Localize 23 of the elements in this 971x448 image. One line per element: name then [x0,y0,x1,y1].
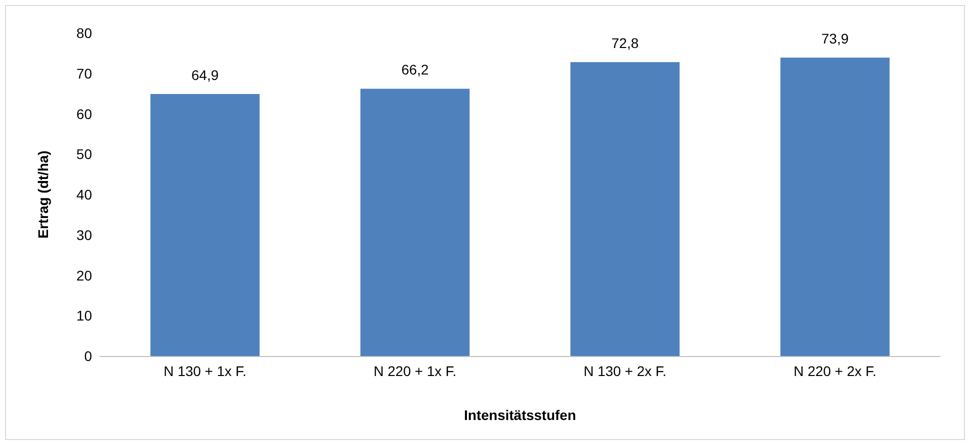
x-tick-label: N 220 + 1x F. [374,363,456,379]
data-label: 72,8 [611,35,639,52]
y-tick-label: 30 [76,226,92,243]
y-tick-label: 60 [76,106,92,122]
y-tick-label: 10 [76,308,92,324]
y-tick-label: 0 [84,348,92,364]
x-axis-title: Intensitätsstufen [464,407,576,423]
bar [360,88,470,356]
data-label: 73,9 [821,30,849,47]
y-tick-label: 70 [76,65,92,82]
x-tick-label: N 130 + 2x F. [584,363,666,379]
bar [570,62,680,356]
x-tick-label: N 220 + 2x F. [794,363,876,379]
y-tick-label: 50 [76,146,92,162]
y-tick-label: 40 [76,186,92,202]
data-label: 64,9 [191,66,219,83]
bar [150,94,260,356]
y-tick-label: 20 [76,267,92,284]
y-axis-title: Ertrag (dt/ha) [35,150,51,238]
bar [780,58,890,356]
data-label: 66,2 [401,62,429,78]
y-tick-label: 80 [76,25,92,41]
x-tick-label: N 130 + 1x F. [164,363,246,379]
